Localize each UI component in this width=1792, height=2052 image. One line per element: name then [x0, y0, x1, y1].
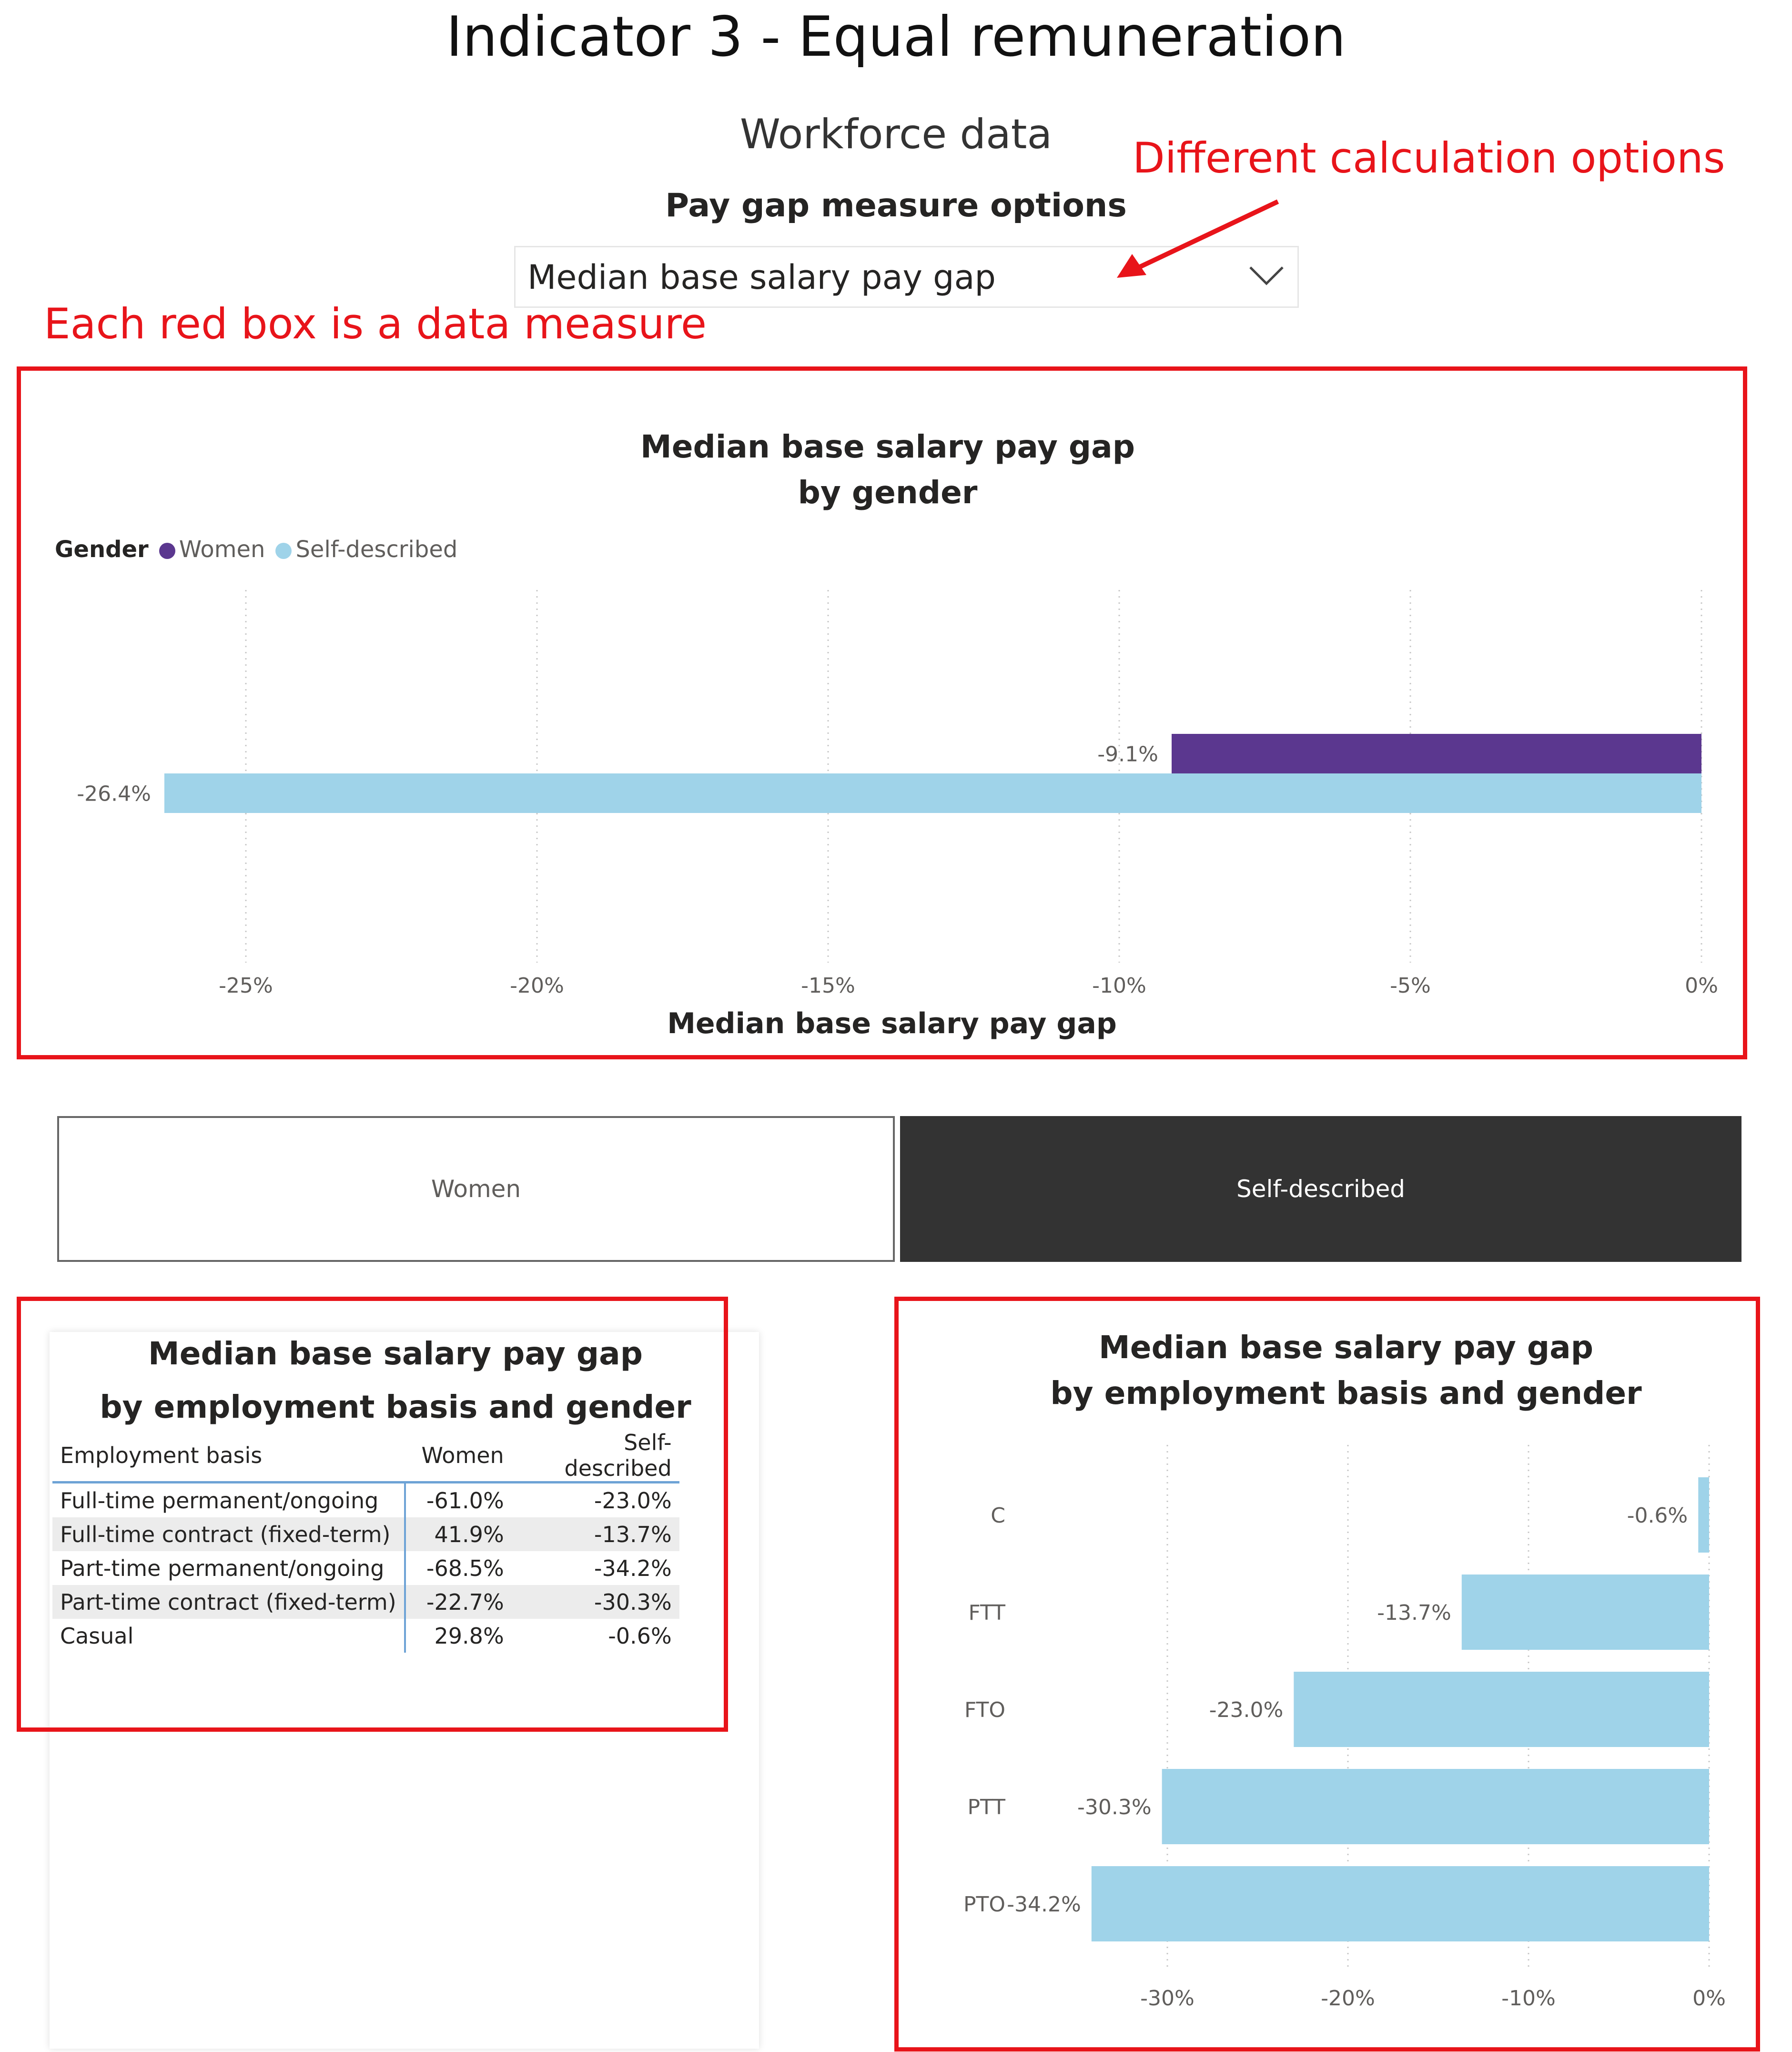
annotation-calculation-options: Different calculation options — [1133, 133, 1725, 183]
dropdown-selected-value: Median base salary pay gap — [527, 258, 996, 297]
y-category-label: PTT — [967, 1795, 1005, 1819]
table-cell: 29.8% — [434, 1623, 504, 1649]
table-cell: -68.5% — [426, 1555, 504, 1581]
table-cell: -0.6% — [608, 1623, 672, 1649]
table-cell: Casual — [52, 1619, 406, 1653]
data-label: -13.7% — [1377, 1601, 1451, 1625]
table-cell: -30.3% — [511, 1585, 679, 1619]
legend-self-described-swatch — [275, 543, 292, 559]
employment-chart-title: Median base salary pay gap by employment… — [1024, 1325, 1668, 1416]
legend-women-swatch — [159, 543, 175, 559]
legend-women-label: Women — [179, 536, 265, 563]
table-row: Full-time permanent/ongoing -61.0% -23.0… — [52, 1482, 679, 1517]
table-cell: -13.7% — [511, 1517, 679, 1551]
table-cell: -61.0% — [426, 1487, 504, 1514]
y-category-label: PTO — [963, 1892, 1005, 1917]
table-header-row: Employment basis Women Self-described — [52, 1430, 679, 1483]
gender-chart-legend: Gender Women Self-described — [55, 536, 457, 563]
annotation-red-box-note: Each red box is a data measure — [44, 299, 707, 348]
red-box-gender-chart — [17, 366, 1747, 1059]
bar-self-described — [164, 773, 1702, 813]
table-cell: -23.0% — [594, 1487, 672, 1514]
employment-chart-title-line2: by employment basis and gender — [1050, 1375, 1642, 1412]
table-cell: Part-time contract (fixed-term) — [52, 1585, 406, 1619]
y-category-label: FTO — [964, 1698, 1005, 1722]
legend-title: Gender — [55, 536, 149, 563]
column-header-women[interactable]: Women — [405, 1430, 512, 1483]
column-header-employment-basis[interactable]: Employment basis — [52, 1430, 405, 1483]
table-row: Part-time contract (fixed-term) -22.7% -… — [52, 1585, 679, 1619]
annotation-arrow-icon — [1117, 199, 1279, 278]
table-cell: -34.2% — [594, 1555, 672, 1581]
bar-ptt — [1162, 1769, 1709, 1844]
table-cell: Full-time contract (fixed-term) — [52, 1517, 406, 1551]
x-tick-label: -20% — [1321, 1986, 1375, 2011]
y-category-label: C — [991, 1503, 1005, 1528]
x-tick-label: -25% — [219, 974, 273, 998]
x-tick-label: -5% — [1390, 974, 1431, 998]
data-label: -30.3% — [1077, 1795, 1152, 1819]
table-title-line1: Median base salary pay gap — [148, 1335, 643, 1372]
employment-basis-table-wrap: Employment basis Women Self-described Fu… — [52, 1430, 679, 1653]
bar-pto — [1091, 1866, 1709, 1941]
red-box-table — [17, 1297, 728, 1732]
x-tick-label: -30% — [1140, 1986, 1195, 2011]
bar-women — [1171, 734, 1701, 773]
bar-ftt — [1461, 1575, 1709, 1650]
gender-chart-title-line2: by gender — [798, 474, 978, 511]
employment-basis-table: Employment basis Women Self-described Fu… — [52, 1430, 679, 1653]
self-described-button[interactable]: Self-described — [900, 1116, 1741, 1262]
data-label: -9.1% — [1097, 742, 1158, 767]
x-tick-label: -10% — [1092, 974, 1146, 998]
table-cell: Part-time permanent/ongoing — [52, 1551, 406, 1585]
x-axis-title: Median base salary pay gap — [667, 1007, 1117, 1040]
table-title: Median base salary pay gap by employment… — [62, 1327, 729, 1434]
table-cell: -22.7% — [405, 1585, 512, 1619]
table-row: Casual 29.8% -0.6% — [52, 1619, 679, 1653]
bar-c — [1698, 1477, 1709, 1553]
x-tick-label: 0% — [1685, 974, 1718, 998]
y-category-label: FTT — [968, 1601, 1005, 1625]
table-cell: Full-time permanent/ongoing — [52, 1482, 406, 1517]
page-title: Indicator 3 - Equal remuneration — [446, 5, 1346, 69]
legend-self-described-label: Self-described — [295, 536, 458, 563]
women-button[interactable]: Women — [57, 1116, 895, 1262]
table-cell: 41.9% — [405, 1517, 512, 1551]
slicer-title: Pay gap measure options — [665, 187, 1127, 224]
chevron-down-icon[interactable] — [1247, 261, 1286, 289]
table-row: Full-time contract (fixed-term) 41.9% -1… — [52, 1517, 679, 1551]
employment-chart-title-line1: Median base salary pay gap — [1099, 1329, 1593, 1366]
x-tick-label: -20% — [510, 974, 564, 998]
table-title-line2: by employment basis and gender — [100, 1389, 691, 1425]
data-label: -23.0% — [1209, 1698, 1284, 1722]
data-label: -0.6% — [1627, 1503, 1688, 1528]
gender-chart-title: Median base salary pay gap by gender — [554, 424, 1221, 516]
data-label: -26.4% — [77, 782, 151, 806]
pay-gap-measure-dropdown[interactable]: Median base salary pay gap — [514, 246, 1299, 308]
gender-bar-chart: -25% -20% -15% -10% -5% 0% -9.1% -26.4% Median b… — [77, 590, 1718, 1040]
table-row: Part-time permanent/ongoing -68.5% -34.2… — [52, 1551, 679, 1585]
x-tick-label: 0% — [1692, 1986, 1726, 2011]
gender-chart-title-line1: Median base salary pay gap — [640, 428, 1135, 465]
section-title: Workforce data — [739, 111, 1053, 158]
red-box-employment-chart — [894, 1297, 1760, 2052]
bar-fto — [1294, 1672, 1709, 1747]
column-header-self-described[interactable]: Self-described — [511, 1430, 679, 1483]
data-label: -34.2% — [1007, 1892, 1081, 1917]
x-tick-label: -15% — [801, 974, 855, 998]
x-tick-label: -10% — [1501, 1986, 1556, 2011]
